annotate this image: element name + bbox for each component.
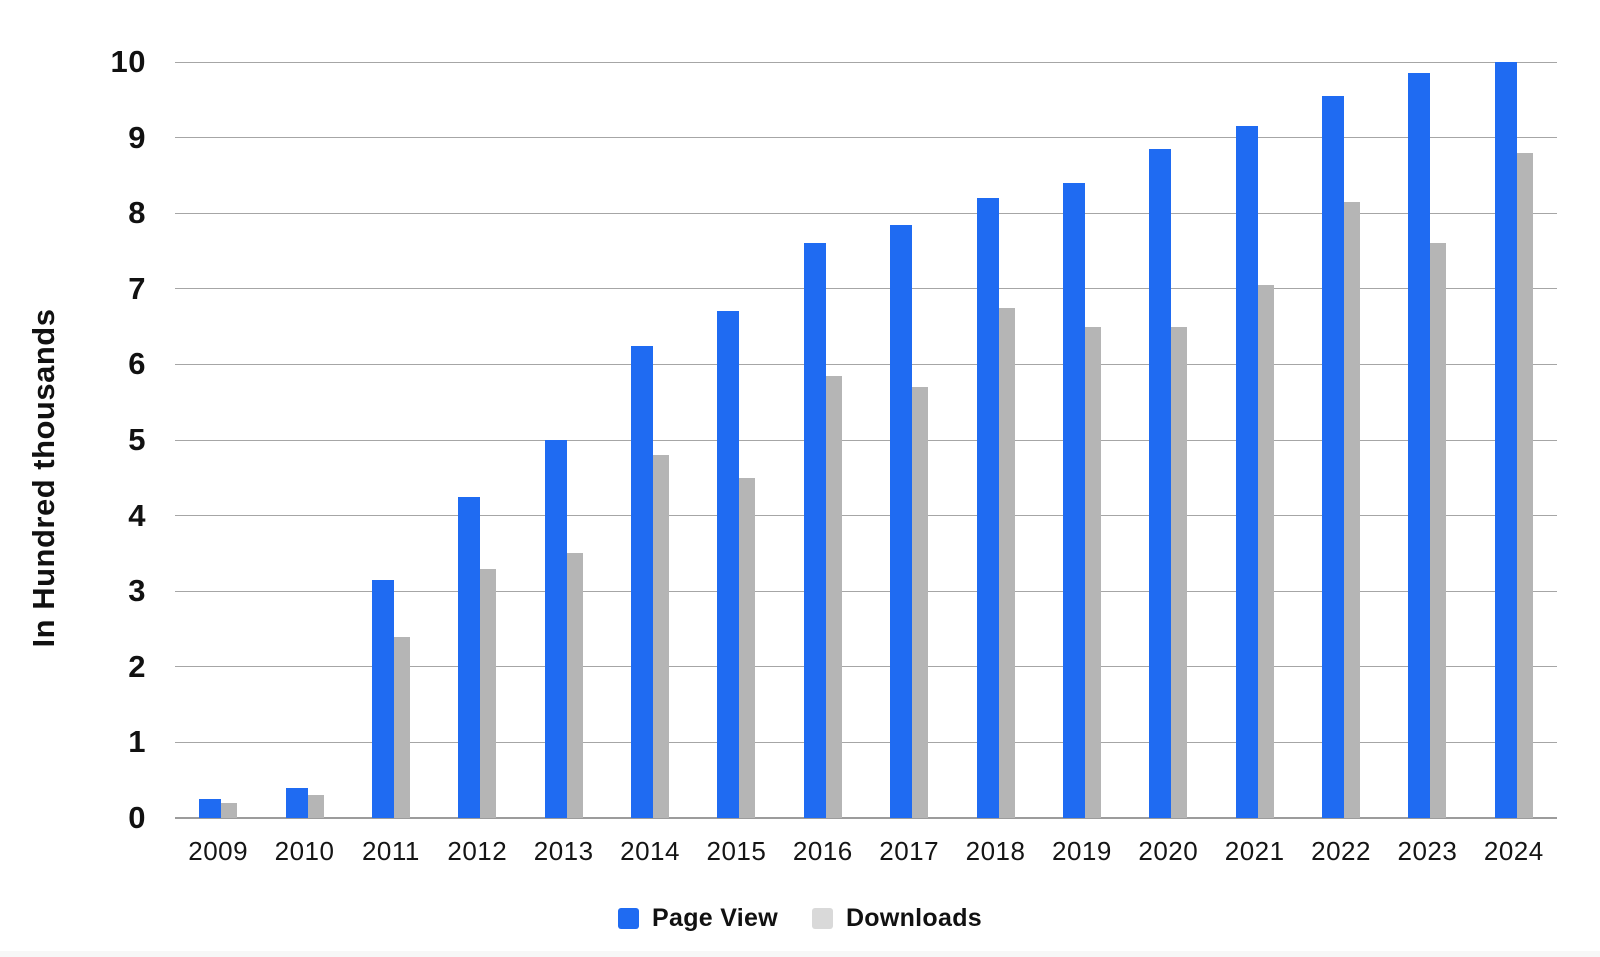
bar-group-2015 — [717, 311, 756, 818]
bar-page-view-2011 — [371, 579, 394, 818]
gridline-5 — [175, 439, 1557, 441]
legend-swatch-icon — [618, 907, 640, 929]
bar-group-2010 — [285, 787, 324, 818]
bar-group-2020 — [1149, 148, 1188, 818]
legend-item-page-view: Page View — [618, 904, 778, 933]
legend-swatch-icon — [811, 907, 833, 929]
bar-page-view-2009 — [199, 799, 222, 818]
bar-downloads-2011 — [393, 636, 410, 818]
bar-group-2024 — [1494, 62, 1533, 818]
x-tick-label-2013: 2013 — [533, 836, 594, 866]
y-tick-label-4: 4 — [128, 497, 146, 533]
gridline-10 — [175, 61, 1557, 63]
gridline-8 — [175, 212, 1557, 214]
x-tick-label-2021: 2021 — [1224, 836, 1285, 866]
bar-page-view-2017 — [890, 224, 913, 818]
y-tick-label-3: 3 — [128, 573, 146, 609]
x-tick-label-2010: 2010 — [274, 836, 335, 866]
bar-downloads-2018 — [998, 307, 1015, 818]
bar-page-view-2018 — [976, 198, 999, 818]
y-tick-label-8: 8 — [128, 195, 146, 231]
bar-page-view-2010 — [285, 787, 308, 818]
bar-group-2021 — [1235, 126, 1274, 818]
legend-item-downloads: Downloads — [811, 903, 982, 933]
gridline-3 — [175, 590, 1557, 592]
bar-downloads-2017 — [912, 387, 929, 818]
gridline-6 — [175, 363, 1557, 365]
bar-group-2023 — [1408, 73, 1447, 818]
y-axis-title: In Hundred thousands — [26, 308, 61, 648]
bar-group-2017 — [890, 224, 929, 818]
bar-page-view-2022 — [1322, 96, 1345, 818]
bar-downloads-2013 — [566, 553, 583, 818]
y-tick-label-0: 0 — [128, 800, 146, 835]
y-tick-label-7: 7 — [128, 270, 146, 306]
bar-group-2012 — [458, 496, 497, 818]
x-axis-line — [175, 817, 1557, 819]
bar-group-2014 — [631, 345, 670, 818]
bar-page-view-2016 — [803, 243, 826, 818]
bar-downloads-2024 — [1516, 152, 1533, 818]
bar-page-view-2024 — [1494, 62, 1517, 818]
bar-group-2013 — [544, 440, 583, 818]
legend: Page View Downloads — [0, 903, 1600, 933]
y-tick-label-5: 5 — [128, 422, 146, 457]
bar-downloads-2021 — [1257, 285, 1274, 818]
y-tick-label-2: 2 — [128, 648, 146, 684]
bar-downloads-2022 — [1344, 201, 1361, 818]
bar-page-view-2014 — [631, 345, 654, 818]
x-tick-label-2012: 2012 — [447, 836, 508, 866]
x-tick-label-2018: 2018 — [965, 836, 1026, 866]
x-tick-label-2017: 2017 — [879, 836, 940, 866]
x-tick-label-2009: 2009 — [188, 836, 249, 866]
gridline-7 — [175, 288, 1557, 290]
bar-page-view-2021 — [1235, 126, 1258, 818]
bar-group-2009 — [199, 799, 238, 818]
legend-label: Downloads — [845, 903, 982, 932]
gridline-4 — [175, 515, 1557, 517]
bar-page-view-2020 — [1149, 148, 1172, 818]
bar-page-view-2023 — [1408, 73, 1431, 818]
legend-label: Page View — [652, 903, 778, 932]
bar-group-2019 — [1062, 182, 1101, 818]
bar-page-view-2019 — [1062, 182, 1085, 818]
x-tick-label-2019: 2019 — [1052, 836, 1112, 866]
x-tick-label-2024: 2024 — [1483, 836, 1544, 866]
bar-downloads-2023 — [1430, 243, 1447, 818]
x-tick-label-2014: 2014 — [620, 836, 680, 866]
bar-downloads-2019 — [1084, 326, 1101, 818]
x-tick-label-2015: 2015 — [706, 836, 767, 866]
bar-group-2018 — [976, 198, 1015, 818]
x-tick-label-2011: 2011 — [361, 836, 420, 866]
bar-page-view-2015 — [717, 311, 740, 818]
x-tick-label-2016: 2016 — [792, 836, 853, 866]
gridline-9 — [175, 137, 1557, 139]
x-tick-label-2020: 2020 — [1138, 836, 1199, 866]
bar-downloads-2009 — [221, 802, 238, 818]
y-tick-label-10: 10 — [110, 44, 146, 79]
bar-group-2022 — [1322, 96, 1361, 818]
x-tick-label-2022: 2022 — [1311, 836, 1371, 866]
bottom-strip — [0, 951, 1600, 957]
bar-page-view-2012 — [458, 496, 481, 818]
x-tick-label-2023: 2023 — [1397, 836, 1458, 866]
gridline-1 — [175, 741, 1557, 743]
y-tick-label-1: 1 — [128, 724, 146, 760]
bar-downloads-2014 — [653, 455, 670, 818]
plot-area — [175, 61, 1557, 819]
bar-group-2016 — [803, 243, 842, 818]
gridline-2 — [175, 666, 1557, 668]
bar-group-2011 — [371, 579, 410, 818]
bar-downloads-2016 — [825, 375, 842, 818]
bar-downloads-2012 — [480, 568, 497, 818]
bar-downloads-2010 — [307, 795, 324, 818]
y-tick-label-9: 9 — [128, 119, 146, 155]
bar-downloads-2020 — [1171, 326, 1188, 818]
y-tick-label-6: 6 — [128, 346, 146, 382]
bar-page-view-2013 — [544, 440, 567, 818]
bar-downloads-2015 — [739, 477, 756, 818]
